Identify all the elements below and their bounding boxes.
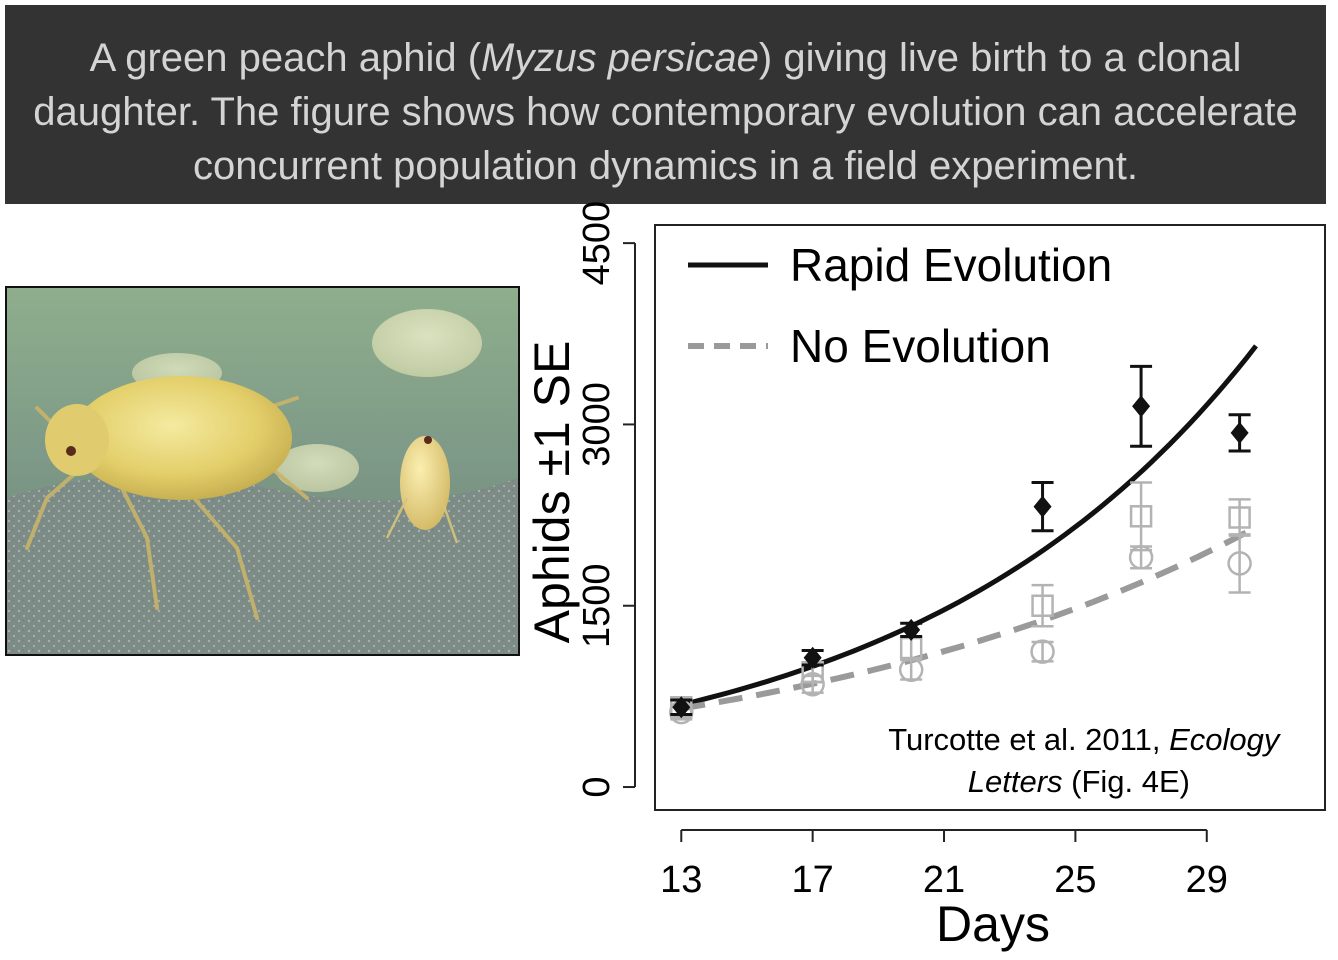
y-tick-label: 4500 <box>576 201 618 286</box>
citation: Turcotte et al. 2011, Ecology Letters (F… <box>888 722 1288 799</box>
legend: Rapid Evolution No Evolution <box>688 239 1112 372</box>
aphid-illustration <box>7 288 518 654</box>
y-tick-label: 0 <box>576 776 618 797</box>
no-evolution-circle-point <box>1227 551 1252 576</box>
x-tick-label: 25 <box>1054 859 1096 901</box>
species-name: Myzus persicae <box>481 36 759 80</box>
rapid-evolution-point <box>1033 495 1052 518</box>
rapid-evolution-point <box>902 618 921 641</box>
x-axis-label: Days <box>936 896 1050 952</box>
y-tick-label: 1500 <box>576 563 618 648</box>
legend-label-no-evolution: No Evolution <box>790 320 1051 372</box>
legend-label-rapid-evolution: Rapid Evolution <box>790 239 1112 291</box>
citation-prefix: Turcotte et al. 2011, <box>888 722 1169 757</box>
caption-text: A green peach aphid (Myzus persicae) giv… <box>5 31 1326 193</box>
y-axis-label: Aphids ±1 SE <box>524 341 580 644</box>
citation-journal-1: Ecology <box>1169 722 1282 757</box>
rapid-evolution-point <box>803 646 822 669</box>
y-tick-label: 3000 <box>576 382 618 467</box>
rapid-evolution-point <box>1132 395 1151 418</box>
no-evolution-circle-point <box>1030 639 1055 664</box>
fit-lines <box>680 344 1258 712</box>
x-tick-label: 17 <box>792 859 834 901</box>
rapid-evolution-point <box>672 696 691 719</box>
axes: 13 17 21 25 29 0 1500 3000 4500 <box>576 201 1228 901</box>
no-evolution-square-point <box>1129 505 1153 528</box>
rapid-evolution-point <box>1230 421 1249 444</box>
no-evolution-square-point <box>1031 594 1054 617</box>
caption-banner: A green peach aphid (Myzus persicae) giv… <box>5 5 1326 204</box>
no-evolution-circle-point <box>800 672 825 697</box>
plot-frame <box>654 224 1326 811</box>
x-tick-label: 13 <box>660 859 702 901</box>
no-evolution-square-point <box>1228 506 1251 529</box>
rapid-evolution-fit-line <box>680 344 1258 708</box>
citation-suffix: (Fig. 4E) <box>1063 764 1190 799</box>
no-evolution-circle-point <box>898 657 924 683</box>
x-tick-label: 21 <box>923 859 965 901</box>
caption-text-start: A green peach aphid ( <box>89 36 482 80</box>
x-tick-label: 29 <box>1186 859 1228 901</box>
data-points <box>669 364 1252 725</box>
citation-journal-2: Letters <box>968 764 1063 799</box>
caption-text-end: ) giving live birth to a clonal daughter… <box>33 36 1298 188</box>
aphid-photo <box>5 286 520 656</box>
no-evolution-fit-line <box>680 524 1258 712</box>
no-evolution-circle-point <box>1128 545 1154 570</box>
